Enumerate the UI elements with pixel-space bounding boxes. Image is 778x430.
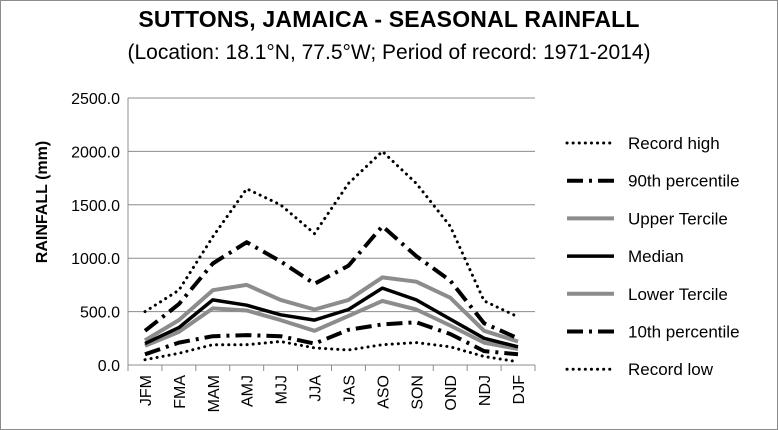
legend-label: Median [628,247,684,266]
chart-subtitle: (Location: 18.1°N, 77.5°W; Period of rec… [127,41,651,64]
plot-series [143,149,520,364]
gridlines [127,97,536,371]
y-tick-label: 1000.0 [71,251,120,268]
x-tick-label: DJF [511,375,528,405]
y-tick-label: 2500.0 [71,91,120,108]
legend-label: Upper Tercile [628,209,728,228]
legend-label: Record low [628,360,714,379]
series-line-median [144,286,519,349]
x-tick-label: JFM [138,375,155,406]
series-line-lower-tercile [144,298,519,351]
legend-label: Record high [628,134,720,153]
legend-label: Lower Tercile [628,285,728,304]
x-tick-label: MJJ [274,375,291,404]
x-tick-label: FMA [172,375,189,409]
y-tick-label: 0.0 [98,358,120,375]
x-tick-labels: JFM FMA MAM AMJ MJJ JJA JAS ASO SON OND NDJ DJF [138,375,528,413]
chart-title: SUTTONS, JAMAICA - SEASONAL RAINFALL [138,6,640,32]
legend: Record high 90th percentile Upper Tercile M… [565,134,740,379]
x-tick-label: ASO [375,375,392,409]
x-tick-label: MAM [206,375,223,412]
x-tick-label: OND [443,375,460,411]
x-tick-label: NDJ [477,375,494,406]
series-line-record-low [143,340,520,364]
y-tick-label: 2000.0 [71,144,120,161]
x-tick-label: JJA [308,375,325,402]
x-tick-label: AMJ [240,375,257,407]
y-tick-label: 1500.0 [71,198,120,215]
y-axis-label: RAINFALL (mm) [34,141,51,263]
y-tick-labels: 0.0 500.0 1000.0 1500.0 2000.0 2500.0 [71,91,120,375]
series-line-10th-percentile [144,320,519,357]
legend-label: 90th percentile [628,172,740,191]
x-tick-label: SON [409,375,426,410]
series-line-upper-tercile [143,275,519,344]
series-line-record-high [143,149,520,319]
legend-label: 10th percentile [628,323,740,342]
x-tick-label: JAS [341,375,358,404]
y-tick-label: 500.0 [80,305,120,322]
